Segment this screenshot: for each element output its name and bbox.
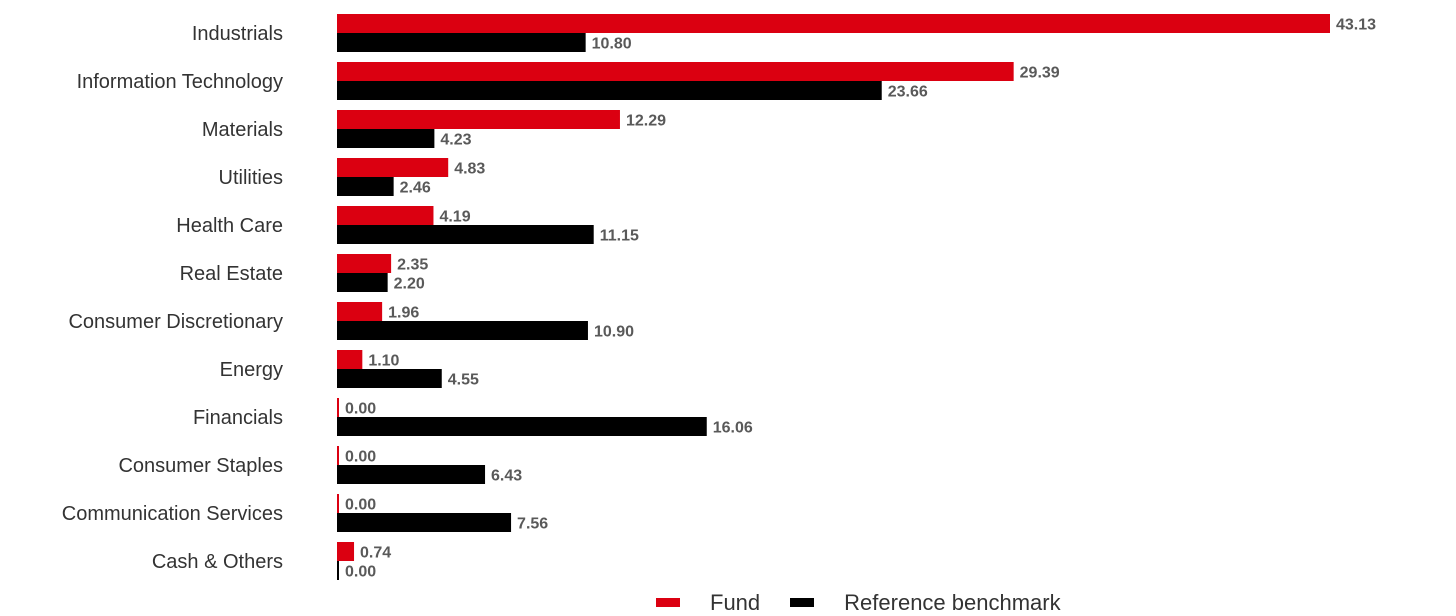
value-label-fund-materials: 12.29 [626, 113, 666, 130]
sector-allocation-chart: Industrials 43.13 10.80 Information Technol… [62, 14, 1376, 581]
category-label-utilities: Utilities [219, 167, 283, 189]
legend-swatch-benchmark [790, 598, 815, 607]
value-label-fund-cash-others: 0.74 [360, 545, 391, 562]
category-label-financials: Financials [193, 407, 283, 429]
category-label-health-care: Health Care [176, 215, 283, 237]
value-label-fund-consumer-staples: 0.00 [345, 449, 376, 466]
bar-fund-health-care [337, 206, 434, 225]
value-label-fund-information-technology: 29.39 [1020, 65, 1060, 82]
bar-fund-industrials [337, 14, 1330, 33]
value-label-benchmark-energy: 4.55 [448, 372, 479, 389]
chart-legend: Fund Reference benchmark [656, 590, 1091, 615]
legend-label-fund: Fund [710, 589, 761, 615]
legend-item-fund: Fund [656, 590, 760, 616]
bar-benchmark-utilities [337, 177, 394, 196]
legend-item-benchmark: Reference benchmark [790, 589, 1061, 616]
value-label-fund-health-care: 4.19 [439, 209, 470, 226]
bar-fund-information-technology [337, 62, 1014, 81]
bar-fund-communication-services [337, 494, 339, 513]
category-label-materials: Materials [202, 119, 283, 141]
legend-label-benchmark: Reference benchmark [844, 589, 1061, 615]
value-label-benchmark-communication-services: 7.56 [517, 516, 548, 533]
bar-benchmark-consumer-discretionary [337, 321, 588, 340]
bar-fund-consumer-staples [337, 446, 339, 465]
category-label-energy: Energy [220, 359, 283, 381]
value-label-benchmark-health-care: 11.15 [600, 228, 639, 245]
category-label-information-technology: Information Technology [77, 71, 283, 93]
bar-benchmark-communication-services [337, 513, 512, 532]
bar-benchmark-real-estate [337, 273, 388, 292]
value-label-benchmark-cash-others: 0.00 [345, 564, 376, 581]
bar-benchmark-industrials [337, 33, 586, 52]
value-label-benchmark-industrials: 10.80 [592, 36, 632, 53]
bar-benchmark-energy [337, 369, 442, 388]
value-label-fund-industrials: 43.13 [1336, 17, 1376, 34]
legend-swatch-fund [656, 598, 680, 607]
bar-fund-energy [337, 350, 363, 369]
category-label-consumer-discretionary: Consumer Discretionary [68, 311, 283, 333]
value-label-fund-financials: 0.00 [345, 401, 376, 418]
bar-benchmark-cash-others [337, 561, 339, 580]
value-label-benchmark-consumer-staples: 6.43 [491, 468, 522, 485]
category-label-real-estate: Real Estate [180, 263, 283, 285]
value-label-benchmark-consumer-discretionary: 10.90 [594, 324, 634, 341]
category-label-cash-others: Cash & Others [152, 551, 283, 573]
value-label-fund-consumer-discretionary: 1.96 [388, 305, 419, 322]
bar-fund-materials [337, 110, 620, 129]
category-label-consumer-staples: Consumer Staples [118, 455, 283, 477]
category-label-industrials: Industrials [192, 23, 283, 45]
bar-benchmark-health-care [337, 225, 594, 244]
bar-fund-financials [337, 398, 339, 417]
bar-benchmark-materials [337, 129, 435, 148]
bar-benchmark-consumer-staples [337, 465, 486, 484]
value-label-benchmark-financials: 16.06 [713, 420, 753, 437]
bar-fund-consumer-discretionary [337, 302, 383, 321]
value-label-fund-utilities: 4.83 [454, 161, 485, 178]
bar-fund-utilities [337, 158, 449, 177]
value-label-benchmark-information-technology: 23.66 [888, 84, 928, 101]
value-label-benchmark-materials: 4.23 [440, 132, 471, 149]
value-label-benchmark-utilities: 2.46 [400, 180, 431, 197]
category-label-communication-services: Communication Services [62, 503, 283, 525]
bar-fund-real-estate [337, 254, 392, 273]
value-label-fund-real-estate: 2.35 [397, 257, 428, 274]
bar-benchmark-financials [337, 417, 707, 436]
value-label-fund-communication-services: 0.00 [345, 497, 376, 514]
bar-fund-cash-others [337, 542, 355, 561]
bar-benchmark-information-technology [337, 81, 882, 100]
value-label-benchmark-real-estate: 2.20 [394, 276, 425, 293]
value-label-fund-energy: 1.10 [368, 353, 399, 370]
